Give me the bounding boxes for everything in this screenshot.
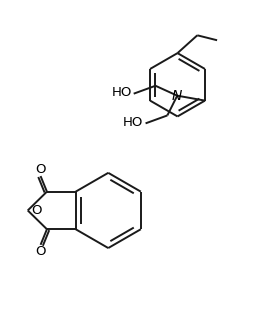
Text: HO: HO <box>123 116 144 129</box>
Text: O: O <box>35 163 46 176</box>
Text: N: N <box>172 89 182 103</box>
Text: HO: HO <box>111 86 132 99</box>
Text: O: O <box>31 204 42 217</box>
Text: O: O <box>35 245 46 258</box>
